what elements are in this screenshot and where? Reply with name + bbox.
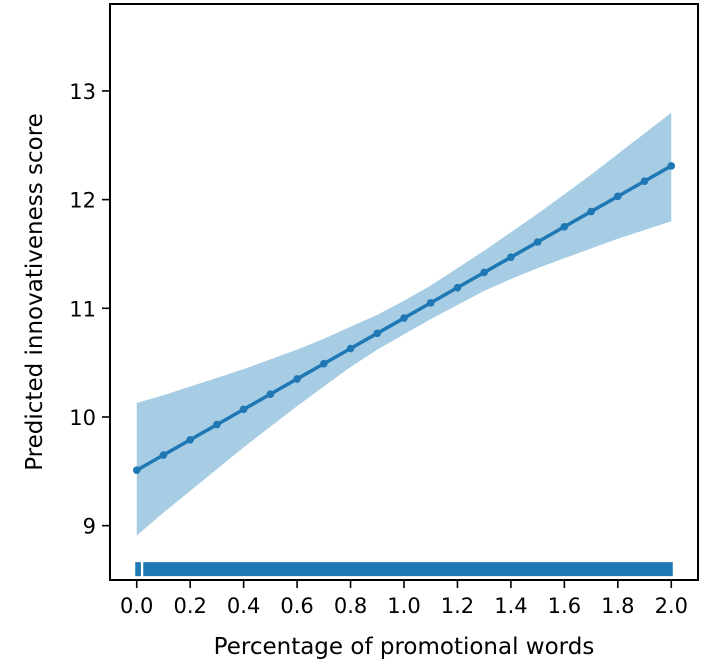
data-point-9 <box>373 329 382 338</box>
y-axis-label: Predicted innovativeness score <box>22 113 48 471</box>
x-tick-label-7: 1.4 <box>494 594 527 618</box>
data-point-2 <box>186 436 194 444</box>
data-point-17 <box>587 207 595 216</box>
data-point-12 <box>453 283 462 292</box>
x-tick-label-3: 0.6 <box>280 594 313 618</box>
rug-layer <box>135 562 673 577</box>
x-tick-label-1: 0.2 <box>173 594 206 618</box>
data-point-19 <box>640 177 649 185</box>
rug-segment-1 <box>143 562 673 577</box>
x-axis-ticks: 0.0 0.2 0.4 0.6 0.8 1.0 1.2 1.4 1.6 1.8 2.0 <box>120 580 688 618</box>
confidence-band-layer <box>136 112 672 536</box>
y-tick-label-1: 10 <box>69 406 96 430</box>
data-point-10 <box>400 314 408 322</box>
x-tick-label-8: 1.6 <box>548 594 581 618</box>
series-points-layer <box>132 162 676 475</box>
x-tick-label-9: 1.8 <box>601 594 634 618</box>
y-axis-ticks: 9 10 11 12 13 <box>69 80 110 539</box>
x-tick-label-2: 0.4 <box>227 594 260 618</box>
plot-background <box>110 4 698 580</box>
data-point-7 <box>320 359 328 368</box>
x-tick-label-10: 2.0 <box>655 594 688 618</box>
data-point-4 <box>239 405 248 414</box>
data-point-16 <box>560 222 569 231</box>
rug-segment-0 <box>135 562 141 577</box>
y-tick-label-0: 9 <box>83 515 96 539</box>
data-point-3 <box>213 420 221 429</box>
y-tick-label-4: 13 <box>69 80 96 104</box>
x-tick-label-4: 0.8 <box>334 594 367 618</box>
x-axis-label: Percentage of promotional words <box>214 634 595 660</box>
data-point-20 <box>667 162 676 170</box>
data-point-1 <box>159 451 168 459</box>
data-point-15 <box>533 238 542 246</box>
data-point-14 <box>507 253 515 262</box>
data-point-11 <box>426 299 435 307</box>
confidence-band <box>136 112 672 536</box>
data-point-18 <box>614 192 622 201</box>
data-point-8 <box>346 344 355 353</box>
x-tick-label-0: 0.0 <box>120 594 153 618</box>
data-point-5 <box>266 390 275 398</box>
y-tick-label-3: 12 <box>69 189 96 213</box>
y-tick-label-2: 11 <box>69 297 96 321</box>
data-point-0 <box>132 466 141 475</box>
x-tick-label-5: 1.0 <box>387 594 420 618</box>
data-point-13 <box>480 268 488 277</box>
data-point-6 <box>293 375 301 383</box>
x-tick-label-6: 1.2 <box>441 594 474 618</box>
